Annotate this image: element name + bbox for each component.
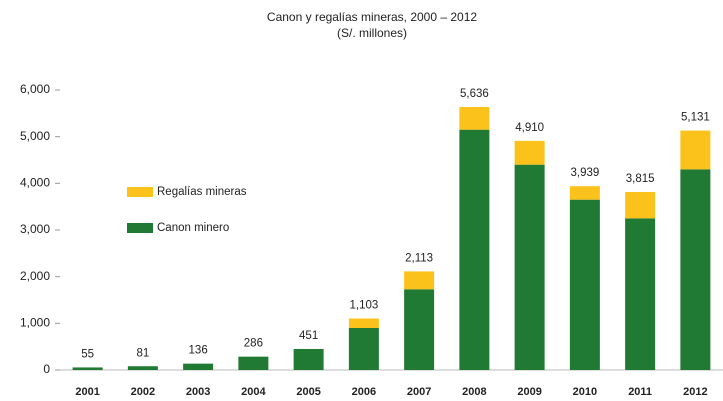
y-tick-label: 1,000 bbox=[20, 316, 50, 330]
y-tick-label: 0 bbox=[43, 362, 50, 376]
bar-segment bbox=[514, 164, 545, 370]
x-tick-label: 2011 bbox=[628, 386, 652, 398]
bar-segment bbox=[293, 348, 324, 370]
bar-segment bbox=[238, 356, 269, 370]
x-tick-label: 2006 bbox=[352, 386, 376, 398]
x-tick-label: 2012 bbox=[683, 386, 707, 398]
x-tick-label: 2001 bbox=[75, 386, 99, 398]
value-label: 5,636 bbox=[460, 88, 489, 100]
legend-label: Regalías mineras bbox=[157, 186, 247, 198]
value-label: 81 bbox=[136, 347, 149, 359]
y-tick-label: 2,000 bbox=[20, 269, 50, 283]
value-label: 3,939 bbox=[570, 167, 599, 179]
y-tick-label: 6,000 bbox=[20, 82, 50, 96]
bar-segment bbox=[569, 186, 600, 200]
chart-subtitle: (S/. millones) bbox=[337, 26, 407, 40]
value-label: 55 bbox=[81, 348, 94, 360]
x-tick-label: 2008 bbox=[462, 386, 486, 398]
value-label: 1,103 bbox=[349, 300, 378, 312]
bar-segment bbox=[404, 289, 435, 370]
legend-label: Canon minero bbox=[157, 222, 229, 234]
bar-segment bbox=[680, 130, 711, 170]
x-tick-label: 2004 bbox=[241, 386, 266, 398]
chart-title: Canon y regalías mineras, 2000 – 2012 bbox=[267, 10, 477, 24]
x-tick-label: 2009 bbox=[517, 386, 541, 398]
value-label: 2,113 bbox=[405, 252, 433, 264]
value-label: 3,815 bbox=[626, 173, 655, 185]
value-label: 286 bbox=[244, 338, 263, 350]
bar-segment bbox=[625, 191, 656, 219]
x-tick-label: 2002 bbox=[131, 386, 155, 398]
legend-swatch bbox=[127, 223, 153, 233]
bar-segment bbox=[569, 199, 600, 370]
x-tick-label: 2005 bbox=[296, 386, 320, 398]
bar-segment bbox=[680, 169, 711, 370]
value-label: 136 bbox=[189, 345, 208, 357]
bar-segment bbox=[404, 271, 435, 290]
bar-segment bbox=[348, 328, 379, 370]
bar-segment bbox=[459, 129, 490, 370]
bar-segment bbox=[514, 140, 545, 165]
x-tick-label: 2010 bbox=[573, 386, 597, 398]
value-label: 4,910 bbox=[515, 122, 544, 134]
bar-segment bbox=[183, 363, 214, 370]
bar-segment bbox=[459, 106, 490, 130]
x-tick-label: 2003 bbox=[186, 386, 210, 398]
legend-swatch bbox=[127, 187, 153, 197]
bar-segment bbox=[625, 218, 656, 370]
bar-segment bbox=[348, 318, 379, 328]
value-label: 451 bbox=[299, 330, 318, 342]
x-tick-label: 2007 bbox=[407, 386, 431, 398]
y-tick-label: 4,000 bbox=[20, 176, 50, 190]
bar-segment bbox=[127, 366, 158, 370]
y-tick-label: 3,000 bbox=[20, 222, 50, 236]
y-tick-label: 5,000 bbox=[20, 129, 50, 143]
bar-segment bbox=[72, 367, 103, 370]
value-label: 5,131 bbox=[681, 112, 710, 124]
